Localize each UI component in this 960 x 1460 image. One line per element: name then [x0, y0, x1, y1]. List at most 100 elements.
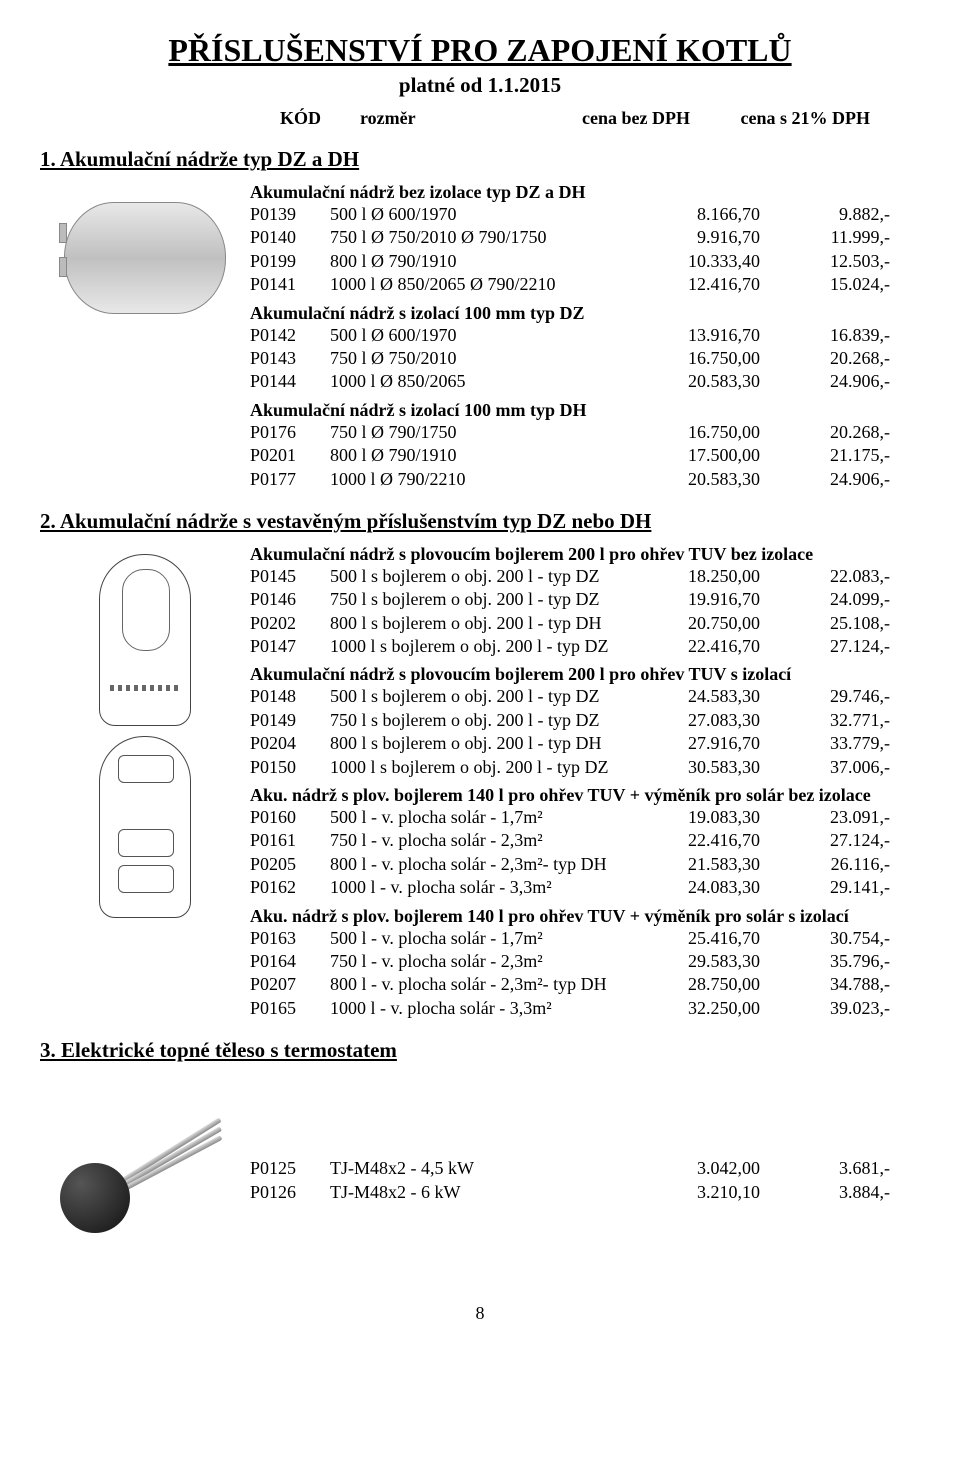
price-row: P0142 500 l Ø 600/1970 13.916,70 16.839,…	[250, 324, 920, 347]
row-code: P0150	[250, 756, 330, 779]
row-code: P0147	[250, 635, 330, 658]
col-size: rozměr	[360, 108, 530, 129]
tank-horizontal-icon	[64, 202, 226, 314]
price-row: P0176 750 l Ø 790/1750 16.750,00 20.268,…	[250, 421, 920, 444]
row-desc: 1000 l - v. plocha solár - 3,3m²	[330, 997, 630, 1020]
row-price-no-vat: 19.083,30	[630, 806, 760, 829]
row-code: P0144	[250, 370, 330, 393]
row-desc: 500 l - v. plocha solár - 1,7m²	[330, 806, 630, 829]
row-desc: 800 l s bojlerem o obj. 200 l - typ DH	[330, 732, 630, 755]
price-row: P0204 800 l s bojlerem o obj. 200 l - ty…	[250, 732, 920, 755]
row-code: P0125	[250, 1157, 330, 1180]
price-row: P0199 800 l Ø 790/1910 10.333,40 12.503,…	[250, 250, 920, 273]
row-price-vat: 3.884,-	[760, 1181, 890, 1204]
price-row: P0149 750 l s bojlerem o obj. 200 l - ty…	[250, 709, 920, 732]
price-row: P0165 1000 l - v. plocha solár - 3,3m² 3…	[250, 997, 920, 1020]
group-title: Aku. nádrž s plov. bojlerem 140 l pro oh…	[250, 906, 920, 927]
group-title: Akumulační nádrž s izolací 100 mm typ DZ	[250, 303, 920, 324]
row-price-no-vat: 27.916,70	[630, 732, 760, 755]
row-price-no-vat: 3.210,10	[630, 1181, 760, 1204]
section1-image	[40, 176, 250, 334]
row-price-vat: 15.024,-	[760, 273, 890, 296]
group-title: Akumulační nádrž bez izolace typ DZ a DH	[250, 182, 920, 203]
section3-block: P0125 TJ-M48x2 - 4,5 kW 3.042,00 3.681,-…	[40, 1067, 920, 1253]
row-price-vat: 24.906,-	[760, 468, 890, 491]
row-desc: 800 l s bojlerem o obj. 200 l - typ DH	[330, 612, 630, 635]
row-desc: 750 l Ø 750/2010 Ø 790/1750	[330, 226, 630, 249]
row-price-vat: 20.268,-	[760, 347, 890, 370]
row-price-no-vat: 16.750,00	[630, 347, 760, 370]
price-row: P0144 1000 l Ø 850/2065 20.583,30 24.906…	[250, 370, 920, 393]
row-code: P0162	[250, 876, 330, 899]
row-price-no-vat: 10.333,40	[630, 250, 760, 273]
price-row: P0161 750 l - v. plocha solár - 2,3m² 22…	[250, 829, 920, 852]
row-price-no-vat: 9.916,70	[630, 226, 760, 249]
section3-data: P0125 TJ-M48x2 - 4,5 kW 3.042,00 3.681,-…	[250, 1067, 920, 1204]
row-price-vat: 29.746,-	[760, 685, 890, 708]
col-price-no-vat: cena bez DPH	[530, 108, 690, 129]
row-code: P0148	[250, 685, 330, 708]
price-row: P0202 800 l s bojlerem o obj. 200 l - ty…	[250, 612, 920, 635]
row-code: P0145	[250, 565, 330, 588]
page-title: PŘÍSLUŠENSTVÍ PRO ZAPOJENÍ KOTLŮ	[40, 32, 920, 69]
row-price-vat: 23.091,-	[760, 806, 890, 829]
row-price-no-vat: 13.916,70	[630, 324, 760, 347]
row-desc: TJ-M48x2 - 6 kW	[330, 1181, 630, 1204]
row-price-no-vat: 22.416,70	[630, 829, 760, 852]
section1-title: 1. Akumulační nádrže typ DZ a DH	[40, 147, 920, 172]
price-row: P0162 1000 l - v. plocha solár - 3,3m² 2…	[250, 876, 920, 899]
row-price-vat: 21.175,-	[760, 444, 890, 467]
row-price-vat: 30.754,-	[760, 927, 890, 950]
row-code: P0199	[250, 250, 330, 273]
row-price-vat: 16.839,-	[760, 324, 890, 347]
row-price-vat: 29.141,-	[760, 876, 890, 899]
row-price-no-vat: 17.500,00	[630, 444, 760, 467]
row-code: P0161	[250, 829, 330, 852]
row-desc: 1000 l Ø 790/2210	[330, 468, 630, 491]
section3-image	[40, 1067, 250, 1253]
price-row: P0164 750 l - v. plocha solár - 2,3m² 29…	[250, 950, 920, 973]
row-price-no-vat: 22.416,70	[630, 635, 760, 658]
row-price-no-vat: 16.750,00	[630, 421, 760, 444]
row-price-no-vat: 24.083,30	[630, 876, 760, 899]
row-code: P0146	[250, 588, 330, 611]
row-price-no-vat: 24.583,30	[630, 685, 760, 708]
row-desc: TJ-M48x2 - 4,5 kW	[330, 1157, 630, 1180]
row-code: P0163	[250, 927, 330, 950]
row-desc: 750 l - v. plocha solár - 2,3m²	[330, 950, 630, 973]
price-row: P0143 750 l Ø 750/2010 16.750,00 20.268,…	[250, 347, 920, 370]
row-desc: 1000 l s bojlerem o obj. 200 l - typ DZ	[330, 635, 630, 658]
row-desc: 500 l - v. plocha solár - 1,7m²	[330, 927, 630, 950]
row-code: P0140	[250, 226, 330, 249]
row-desc: 800 l Ø 790/1910	[330, 444, 630, 467]
row-price-vat: 9.882,-	[760, 203, 890, 226]
row-desc: 800 l - v. plocha solár - 2,3m²- typ DH	[330, 973, 630, 996]
price-row: P0177 1000 l Ø 790/2210 20.583,30 24.906…	[250, 468, 920, 491]
row-price-vat: 37.006,-	[760, 756, 890, 779]
row-price-vat: 26.116,-	[760, 853, 890, 876]
row-code: P0201	[250, 444, 330, 467]
row-code: P0165	[250, 997, 330, 1020]
section2-title: 2. Akumulační nádrže s vestavěným příslu…	[40, 509, 920, 534]
page-number: 8	[40, 1303, 920, 1324]
row-desc: 500 l s bojlerem o obj. 200 l - typ DZ	[330, 685, 630, 708]
price-row: P0145 500 l s bojlerem o obj. 200 l - ty…	[250, 565, 920, 588]
row-code: P0176	[250, 421, 330, 444]
row-desc: 800 l - v. plocha solár - 2,3m²- typ DH	[330, 853, 630, 876]
row-price-vat: 27.124,-	[760, 635, 890, 658]
group-title: Akumulační nádrž s plovoucím bojlerem 20…	[250, 664, 920, 685]
row-price-no-vat: 30.583,30	[630, 756, 760, 779]
row-desc: 750 l s bojlerem o obj. 200 l - typ DZ	[330, 709, 630, 732]
row-price-no-vat: 20.750,00	[630, 612, 760, 635]
group-title: Akumulační nádrž s plovoucím bojlerem 20…	[250, 544, 920, 565]
group-title: Aku. nádrž s plov. bojlerem 140 l pro oh…	[250, 785, 920, 806]
row-code: P0126	[250, 1181, 330, 1204]
col-code: KÓD	[280, 108, 360, 129]
row-desc: 500 l Ø 600/1970	[330, 324, 630, 347]
row-price-vat: 24.906,-	[760, 370, 890, 393]
row-price-no-vat: 18.250,00	[630, 565, 760, 588]
section3-title: 3. Elektrické topné těleso s termostatem	[40, 1038, 920, 1063]
row-price-vat: 34.788,-	[760, 973, 890, 996]
section2-images	[40, 538, 250, 926]
group-title: Akumulační nádrž s izolací 100 mm typ DH	[250, 400, 920, 421]
